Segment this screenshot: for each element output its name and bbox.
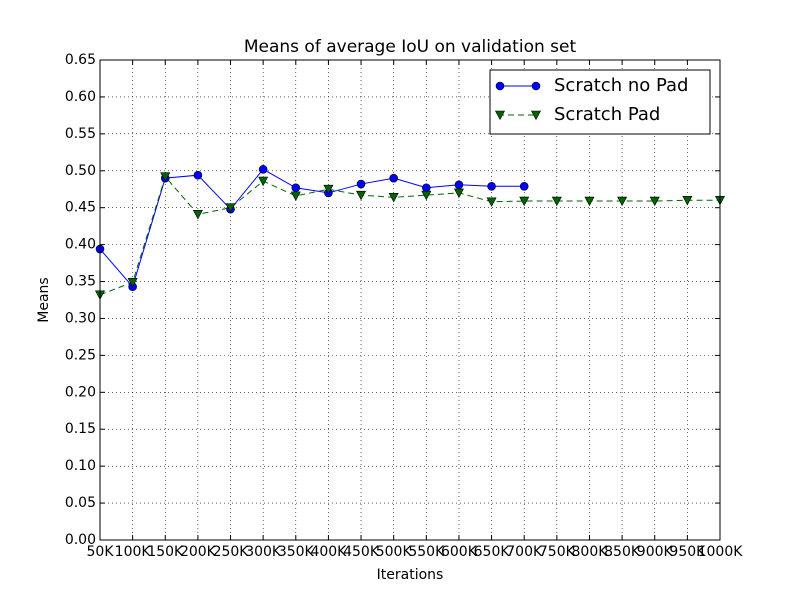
y-tick-label: 0.40 — [65, 237, 96, 253]
marker — [160, 172, 171, 182]
x-tick-label: 900K — [637, 544, 674, 560]
x-tick-label: 650K — [474, 544, 511, 560]
marker — [453, 188, 464, 199]
x-tick-label: 750K — [539, 544, 576, 560]
marker — [356, 179, 366, 189]
marker — [323, 184, 334, 195]
marker — [649, 196, 660, 207]
x-tick-label: 350K — [278, 544, 315, 560]
x-tick-label: 550K — [408, 544, 445, 560]
x-tick-label: 500K — [376, 544, 413, 560]
y-tick-label: 0.60 — [65, 89, 96, 105]
marker — [487, 181, 496, 191]
x-axis-label: Iterations — [377, 567, 444, 583]
marker — [486, 197, 497, 207]
legend-box — [489, 69, 711, 135]
marker — [495, 110, 505, 121]
marker — [290, 191, 301, 202]
marker — [356, 190, 367, 201]
marker — [495, 81, 505, 91]
marker — [258, 176, 269, 187]
x-tick-label: 100K — [115, 544, 152, 560]
marker — [422, 183, 431, 193]
y-tick-label: 0.65 — [65, 52, 96, 68]
x-tick-label: 450K — [343, 544, 380, 560]
marker — [291, 183, 301, 193]
series-line — [99, 168, 525, 288]
x-tick-label: 300K — [245, 544, 282, 560]
y-tick-label: 0.55 — [65, 126, 96, 142]
marker — [519, 196, 530, 207]
marker — [519, 181, 529, 191]
chart-title: Means of average IoU on validation set — [244, 37, 577, 57]
y-tick-label: 0.10 — [65, 458, 96, 474]
x-tick-label: 800K — [572, 544, 609, 560]
y-tick-label: 0.30 — [65, 310, 96, 326]
y-tick-label: 0.05 — [65, 495, 96, 511]
y-tick-label: 0.00 — [65, 532, 96, 548]
marker — [193, 170, 203, 180]
y-tick-label: 0.20 — [65, 384, 96, 400]
marker — [225, 203, 236, 213]
marker — [454, 180, 464, 190]
marker — [388, 193, 399, 203]
legend-label: Scratch Pad — [554, 104, 660, 125]
x-tick-label: 200K — [180, 544, 217, 560]
y-tick-label: 0.35 — [65, 274, 96, 290]
x-tick-label: 50K — [87, 544, 115, 560]
marker — [531, 110, 541, 121]
x-tick-label: 1000K — [698, 544, 744, 560]
legend-label: Scratch no Pad — [554, 75, 688, 96]
x-tick-label: 400K — [310, 544, 347, 560]
x-tick-label: 600K — [441, 544, 478, 560]
marker — [192, 210, 203, 220]
x-tick-label: 150K — [147, 544, 184, 560]
series-line — [99, 175, 720, 296]
marker — [617, 196, 628, 207]
y-tick-label: 0.45 — [65, 200, 96, 216]
marker — [258, 164, 268, 174]
marker — [389, 173, 398, 183]
y-tick-label: 0.25 — [65, 347, 96, 363]
y-tick-label: 0.15 — [65, 421, 96, 437]
marker — [531, 81, 541, 91]
x-tick-label: 850K — [604, 544, 641, 560]
marker — [584, 196, 595, 207]
y-axis-label: Means — [36, 277, 52, 322]
legend: Scratch no Pad Scratch Pad — [489, 69, 711, 135]
marker — [127, 277, 138, 288]
x-tick-label: 250K — [213, 544, 250, 560]
x-tick-label: 950K — [669, 544, 706, 560]
x-tick-label: 700K — [506, 544, 543, 560]
marker — [551, 196, 562, 207]
marker — [682, 196, 693, 206]
marker — [421, 190, 432, 201]
y-tick-label: 0.50 — [65, 163, 96, 179]
plot-frame — [99, 59, 721, 541]
